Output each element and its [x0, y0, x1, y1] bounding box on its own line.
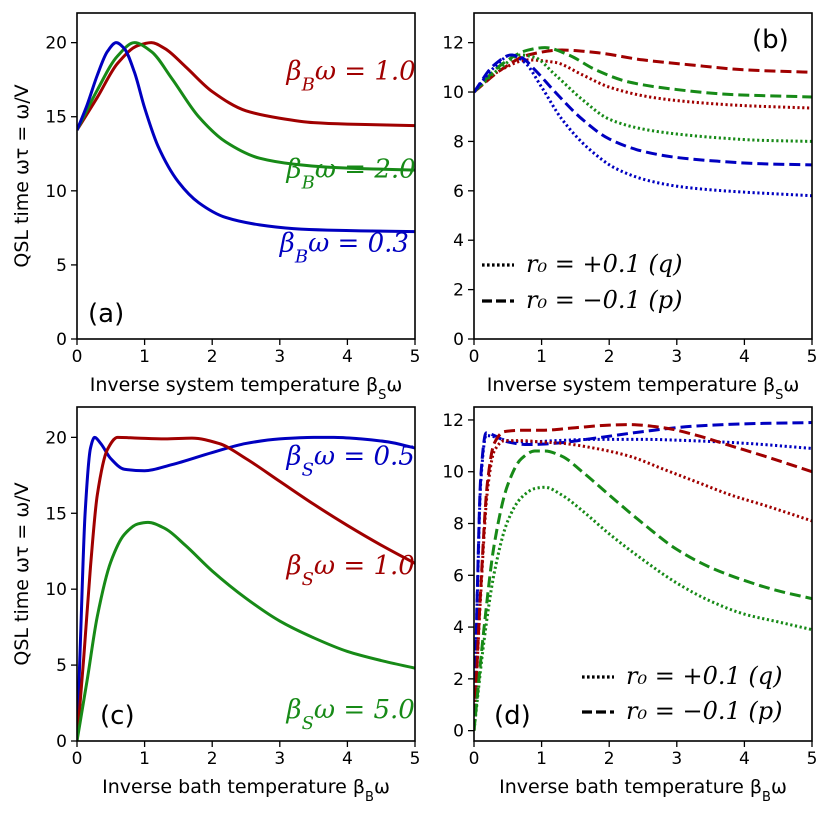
- y-axis-label: QSL time ωτ = ω/V: [11, 482, 33, 665]
- y-tick-label: 4: [453, 231, 464, 251]
- x-axis-label: Inverse system temperature βSω: [90, 374, 403, 403]
- panel-c: 0 1 2 3 4 5 0 5 10 15 20 Inverse bath temperature β…: [11, 406, 421, 805]
- axes-frame: [473, 406, 813, 742]
- x-tick-label: 4: [739, 347, 750, 367]
- curve-annotation: βSω = 0.5: [286, 442, 415, 481]
- x-tick-label: 2: [207, 347, 218, 367]
- y-tick-label: 20: [45, 428, 67, 448]
- series-line-blue-dotted: [474, 433, 812, 731]
- series-line-blue-solid: [77, 41, 415, 234]
- y-tick-label: 10: [442, 83, 464, 103]
- y-tick-label: 12: [442, 411, 464, 431]
- series-line-red-dotted: [474, 58, 812, 110]
- series-line-red-dotted: [474, 439, 812, 731]
- x-axis-label: Inverse system temperature βSω: [487, 374, 800, 403]
- x-tick-label: 1: [536, 749, 547, 769]
- curve-annotation: βBω = 0.3: [279, 229, 409, 268]
- y-tick-label: 8: [453, 132, 464, 152]
- x-tick-label: 1: [139, 749, 150, 769]
- y-tick-label: 6: [453, 182, 464, 202]
- legend-label: r₀ = −0.1 (p): [526, 286, 682, 314]
- y-tick-label: 8: [453, 515, 464, 535]
- y-tick-label: 15: [45, 108, 67, 128]
- series-line-blue-solid: [77, 435, 415, 741]
- series-group: [77, 435, 415, 741]
- series-group: [77, 41, 415, 234]
- x-tick-label: 5: [410, 749, 421, 769]
- legend-label: r₀ = +0.1 (q): [626, 662, 782, 690]
- axes-frame: [473, 12, 813, 340]
- y-tick-label: 0: [453, 722, 464, 742]
- x-tick-label: 0: [469, 749, 480, 769]
- y-axis-label: QSL time ωτ = ω/V: [11, 84, 33, 267]
- curve-annotation: βBω = 2.0: [286, 154, 416, 193]
- x-tick-label: 2: [604, 347, 615, 367]
- y-tick-label: 4: [453, 618, 464, 638]
- x-tick-label: 4: [342, 347, 353, 367]
- series-line-blue-dotted: [474, 53, 812, 198]
- axes-frame: [76, 12, 416, 340]
- x-tick-label: 3: [671, 749, 682, 769]
- x-tick-label: 1: [139, 347, 150, 367]
- y-tick-label: 0: [56, 732, 67, 752]
- curve-annotation: βBω = 1.0: [286, 57, 416, 96]
- x-tick-label: 0: [72, 347, 83, 367]
- y-tick-label: 0: [56, 330, 67, 350]
- y-tick-label: 2: [453, 670, 464, 690]
- x-tick-label: 3: [274, 347, 285, 367]
- series-line-red-dashed: [474, 423, 812, 731]
- panel-label: (d): [494, 701, 531, 731]
- panel-label: (b): [752, 25, 789, 55]
- x-tick-label: 2: [207, 749, 218, 769]
- series-line-green-solid: [77, 41, 415, 172]
- x-tick-label: 0: [469, 347, 480, 367]
- series-group: [474, 46, 812, 198]
- curve-annotation: βSω = 1.0: [286, 551, 415, 590]
- panel-label: (a): [88, 299, 124, 329]
- panel-label: (c): [100, 701, 135, 731]
- y-tick-label: 15: [45, 504, 67, 524]
- series-line-green-dotted: [474, 485, 812, 731]
- y-tick-label: 2: [453, 281, 464, 301]
- x-tick-label: 5: [410, 347, 421, 367]
- y-tick-label: 20: [45, 34, 67, 54]
- legend-label: r₀ = +0.1 (q): [526, 250, 682, 278]
- y-tick-label: 6: [453, 566, 464, 586]
- x-tick-label: 4: [342, 749, 353, 769]
- x-tick-label: 5: [807, 347, 818, 367]
- y-tick-label: 5: [56, 656, 67, 676]
- x-tick-label: 3: [671, 347, 682, 367]
- y-tick-label: 12: [442, 34, 464, 54]
- y-tick-label: 0: [453, 330, 464, 350]
- series-line-red-solid: [77, 435, 415, 741]
- x-tick-label: 3: [274, 749, 285, 769]
- series-line-red-solid: [77, 41, 415, 131]
- y-tick-label: 10: [45, 182, 67, 202]
- series-line-red-dashed: [474, 48, 812, 94]
- x-tick-label: 0: [72, 749, 83, 769]
- y-tick-label: 10: [442, 463, 464, 483]
- x-tick-label: 5: [807, 749, 818, 769]
- x-axis-label: Inverse bath temperature βBω: [499, 776, 787, 805]
- series-line-green-solid: [77, 520, 415, 741]
- axes-frame: [76, 406, 416, 742]
- x-tick-label: 4: [739, 749, 750, 769]
- series-group: [474, 421, 812, 731]
- series-line-green-dashed: [474, 449, 812, 731]
- series-line-blue-dashed: [474, 53, 812, 167]
- y-tick-label: 5: [56, 256, 67, 276]
- legend-label: r₀ = −0.1 (p): [626, 697, 782, 725]
- x-tick-label: 1: [536, 347, 547, 367]
- x-axis-label: Inverse bath temperature βBω: [102, 776, 390, 805]
- curve-annotation: βSω = 5.0: [286, 695, 415, 734]
- series-line-green-dotted: [474, 53, 812, 143]
- x-tick-label: 2: [604, 749, 615, 769]
- panel-a: 0 1 2 3 4 5 0 5 10 15 20 Inverse system temperature…: [11, 12, 421, 403]
- y-tick-label: 10: [45, 580, 67, 600]
